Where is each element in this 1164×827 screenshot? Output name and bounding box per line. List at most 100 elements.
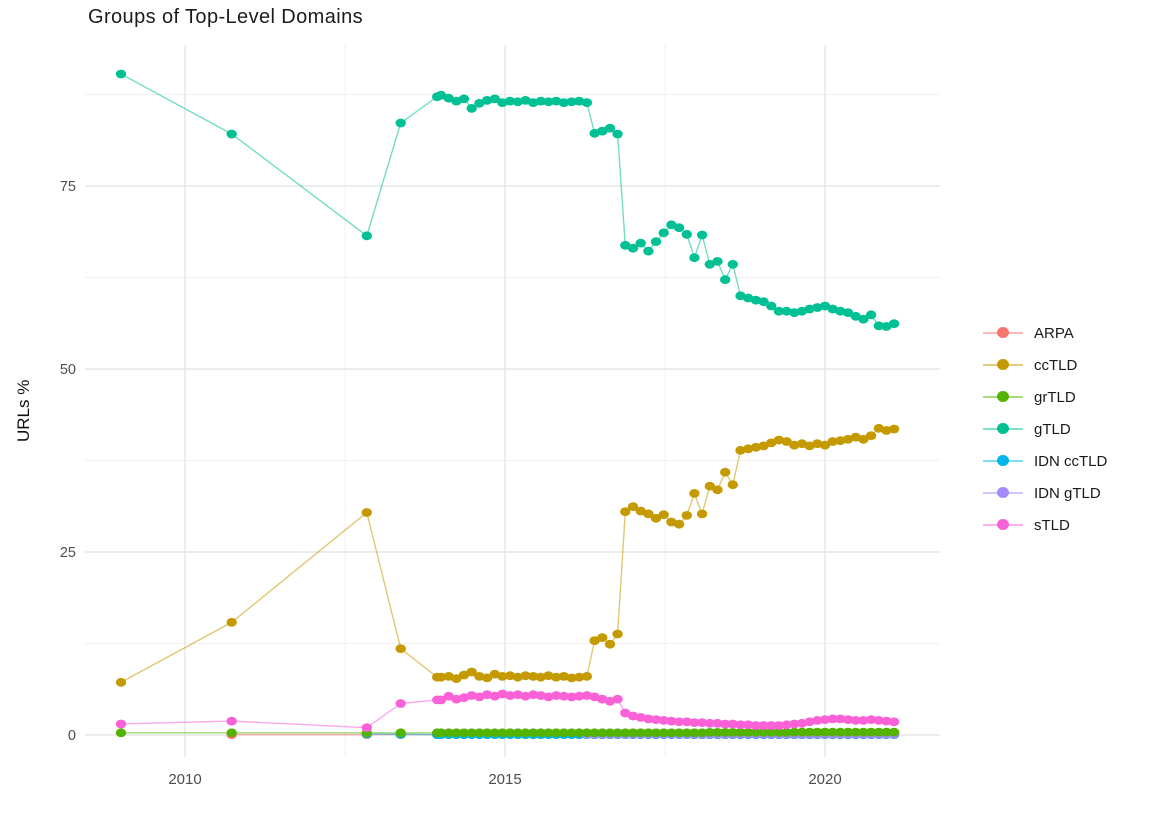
series-points-grtld — [115, 727, 900, 738]
data-point — [888, 319, 900, 328]
data-point — [504, 728, 516, 738]
data-point — [827, 714, 838, 724]
data-point — [873, 727, 884, 737]
data-point — [443, 728, 454, 738]
data-point — [451, 674, 462, 683]
data-point — [696, 728, 708, 738]
x-tick-label: 2010 — [168, 771, 201, 788]
data-point — [226, 716, 237, 726]
legend-label-idn-cctld: IDN ccTLD — [1034, 452, 1108, 470]
data-point — [558, 98, 570, 107]
data-point — [812, 716, 823, 725]
data-point — [643, 714, 654, 724]
data-point — [361, 231, 372, 241]
data-point — [226, 617, 237, 627]
data-point — [497, 728, 508, 738]
x-tick-label: 2015 — [488, 771, 521, 788]
data-point — [666, 716, 677, 726]
data-point — [758, 721, 769, 730]
data-point — [481, 673, 493, 683]
data-point — [226, 728, 237, 738]
chart-title: Groups of Top-Level Domains — [88, 6, 364, 28]
data-point — [566, 728, 577, 738]
data-point — [612, 129, 623, 139]
data-point — [689, 718, 700, 727]
data-point — [750, 728, 762, 737]
data-point — [604, 728, 616, 738]
data-point — [643, 728, 654, 738]
data-point — [643, 509, 654, 519]
data-point — [115, 728, 127, 738]
data-point — [627, 243, 639, 253]
data-point — [115, 719, 127, 729]
data-point — [566, 673, 577, 683]
data-point — [520, 671, 531, 681]
data-point — [558, 728, 570, 738]
data-point — [766, 728, 777, 737]
data-point — [681, 728, 692, 738]
legend-item-cctld: ccTLD — [983, 354, 1107, 376]
legend: ARPA ccTLD grTLD gTLD IDN ccTLD IDN gTLD sTLD — [983, 322, 1107, 536]
data-point — [835, 714, 846, 724]
series-points-cctld — [115, 423, 900, 687]
data-point — [489, 728, 500, 738]
data-point — [658, 228, 669, 238]
data-point — [574, 728, 585, 738]
data-point — [743, 720, 754, 730]
data-point — [689, 253, 700, 263]
legend-marker-cctld — [983, 354, 1023, 376]
data-point — [819, 727, 831, 737]
data-point — [658, 728, 669, 738]
data-point — [781, 720, 792, 730]
legend-marker-arpa — [983, 322, 1023, 344]
legend-marker-idn-cctld — [983, 450, 1023, 472]
data-point — [766, 301, 777, 311]
data-point — [504, 691, 516, 700]
data-point — [361, 508, 372, 517]
data-point — [689, 489, 700, 498]
data-point — [796, 727, 808, 737]
data-point — [727, 719, 738, 729]
data-point — [835, 727, 846, 737]
data-point — [827, 437, 838, 446]
data-point — [858, 434, 869, 444]
data-point — [789, 727, 800, 737]
data-point — [627, 728, 639, 738]
data-point — [566, 97, 577, 107]
data-point — [566, 692, 577, 702]
data-point — [850, 727, 861, 737]
data-point — [858, 314, 869, 324]
data-point — [727, 480, 738, 490]
data-point — [888, 727, 900, 737]
data-point — [673, 717, 685, 727]
legend-item-gtld: gTLD — [983, 418, 1107, 440]
legend-label-stld: sTLD — [1034, 516, 1070, 534]
data-point — [458, 94, 470, 104]
data-point — [781, 728, 792, 737]
data-point — [589, 728, 600, 738]
data-point — [581, 98, 593, 107]
data-point — [574, 672, 585, 682]
data-point — [115, 677, 127, 687]
data-point — [361, 723, 372, 733]
data-point — [673, 223, 685, 233]
data-point — [712, 485, 723, 495]
data-point — [520, 728, 531, 738]
data-point — [689, 728, 700, 738]
data-point — [650, 715, 662, 724]
legend-marker-gtld — [983, 418, 1023, 440]
data-point — [650, 513, 662, 523]
legend-label-cctld: ccTLD — [1034, 356, 1078, 374]
data-point — [804, 727, 815, 737]
data-point — [474, 728, 485, 738]
data-point — [635, 728, 646, 738]
data-point — [720, 728, 731, 737]
legend-label-gtld: gTLD — [1034, 420, 1071, 438]
y-tick-label: 0 — [68, 728, 76, 744]
data-point — [850, 716, 861, 725]
data-point — [842, 715, 854, 724]
data-point — [597, 728, 608, 738]
data-point — [696, 230, 708, 240]
data-point — [681, 717, 692, 727]
